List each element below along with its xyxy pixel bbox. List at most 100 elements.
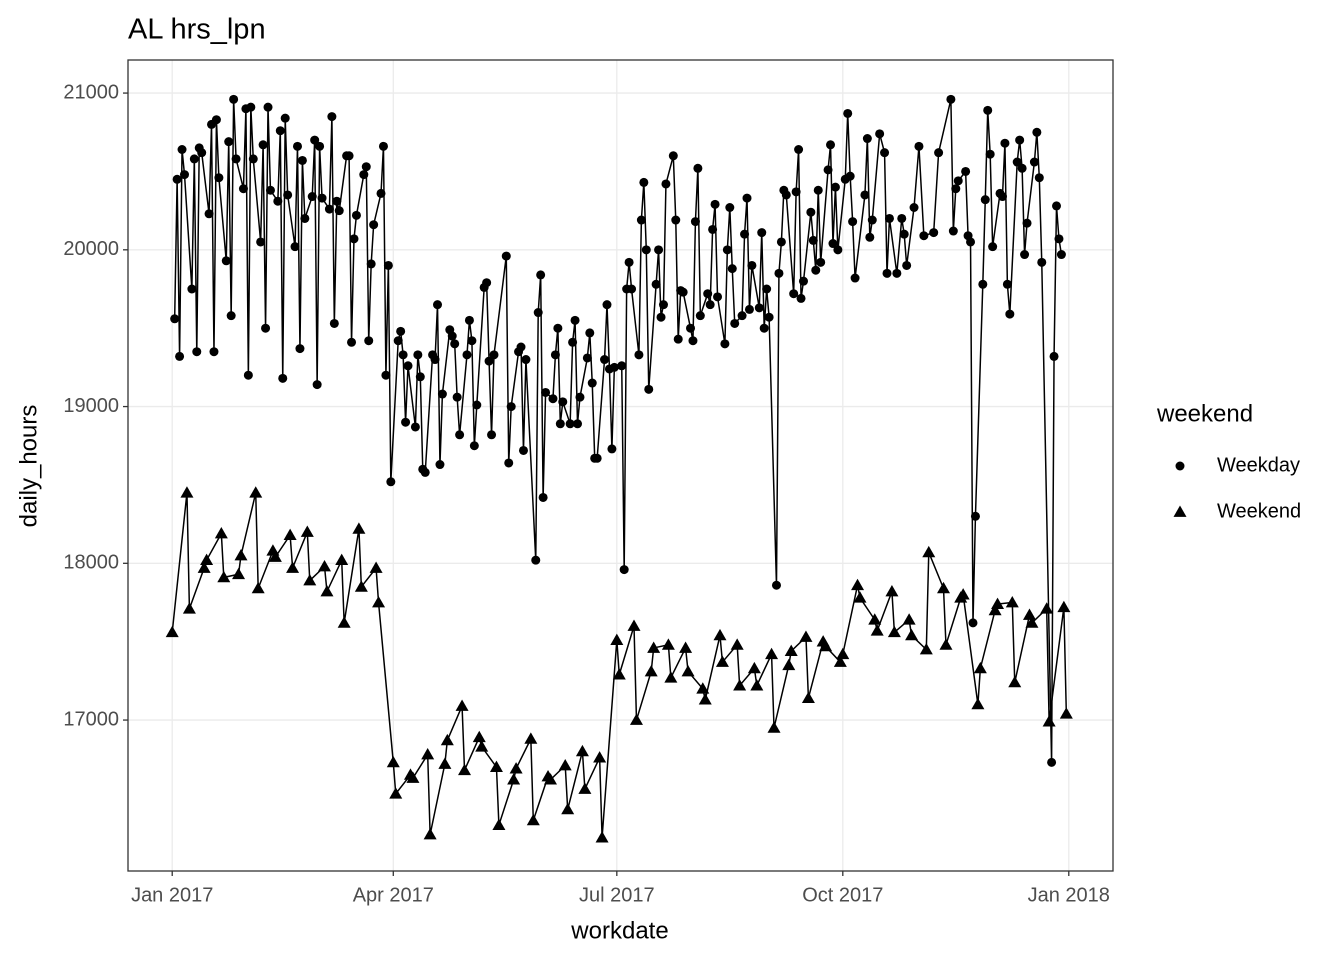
marker [482,278,492,288]
marker [197,148,207,158]
marker [816,257,826,267]
marker [997,192,1007,202]
marker [679,641,693,653]
marker [862,134,872,144]
marker [489,760,503,772]
marker [1012,157,1022,167]
marker [808,235,818,245]
marker [774,268,784,278]
marker [435,460,445,470]
marker [794,145,804,155]
marker [182,602,196,614]
marker [713,628,727,641]
marker [256,237,266,247]
marker [885,585,899,597]
marker [489,350,499,360]
marker [437,389,447,399]
marker [791,187,801,197]
marker [516,342,526,352]
marker [381,370,391,380]
marker [593,751,607,763]
x-tick-label: Jan 2018 [1028,884,1110,906]
marker [988,603,1002,616]
marker [570,315,580,325]
legend-label: Weekend [1217,500,1301,522]
marker [421,748,435,760]
marker [224,137,234,147]
marker [327,112,337,122]
marker [884,213,894,223]
marker [565,419,575,429]
marker [347,337,357,347]
marker [433,300,443,310]
marker [585,328,595,338]
marker [550,350,560,360]
marker [555,419,565,429]
marker [836,647,850,660]
marker [283,190,293,200]
marker [578,782,592,794]
marker [627,619,641,631]
marker [383,260,393,270]
marker [725,202,735,212]
marker [415,372,425,382]
marker [811,265,821,275]
marker [765,647,779,660]
legend: Weekday Weekend [1173,454,1301,522]
marker [661,638,675,650]
marker [558,759,572,771]
marker [300,525,314,537]
marker [354,580,368,592]
marker [440,733,454,746]
marker [273,196,283,206]
marker [968,618,978,628]
marker [951,184,961,194]
marker [258,140,268,150]
marker [870,624,884,636]
marker [573,419,583,429]
marker [1037,257,1047,267]
marker [329,318,339,328]
marker [905,628,919,641]
marker [568,337,578,347]
marker [469,441,479,451]
marker [312,380,322,390]
x-axis-label: workdate [570,917,668,944]
marker [430,355,440,365]
marker [204,209,214,219]
marker [690,217,700,227]
marker [991,597,1005,609]
marker [536,270,546,280]
marker [826,140,836,150]
panel-border [127,59,1114,872]
marker [737,311,747,321]
marker [764,312,774,322]
marker [487,430,497,440]
marker [504,458,514,468]
marker [776,237,786,247]
marker [337,616,351,628]
marker [335,553,349,566]
marker [165,625,179,638]
marker [359,170,369,180]
marker [865,232,875,242]
marker [681,664,695,677]
marker [575,392,585,402]
marker [389,787,403,799]
marker [610,633,624,645]
marker [369,220,379,230]
marker [892,268,902,278]
marker [693,163,703,173]
marker [531,555,541,565]
marker [754,303,764,313]
marker [1022,608,1036,620]
marker [506,402,516,412]
marker [361,162,371,172]
marker [929,228,939,238]
marker [956,588,970,600]
marker [1029,157,1039,167]
marker [671,215,681,225]
marker [217,570,231,583]
marker [612,668,626,680]
